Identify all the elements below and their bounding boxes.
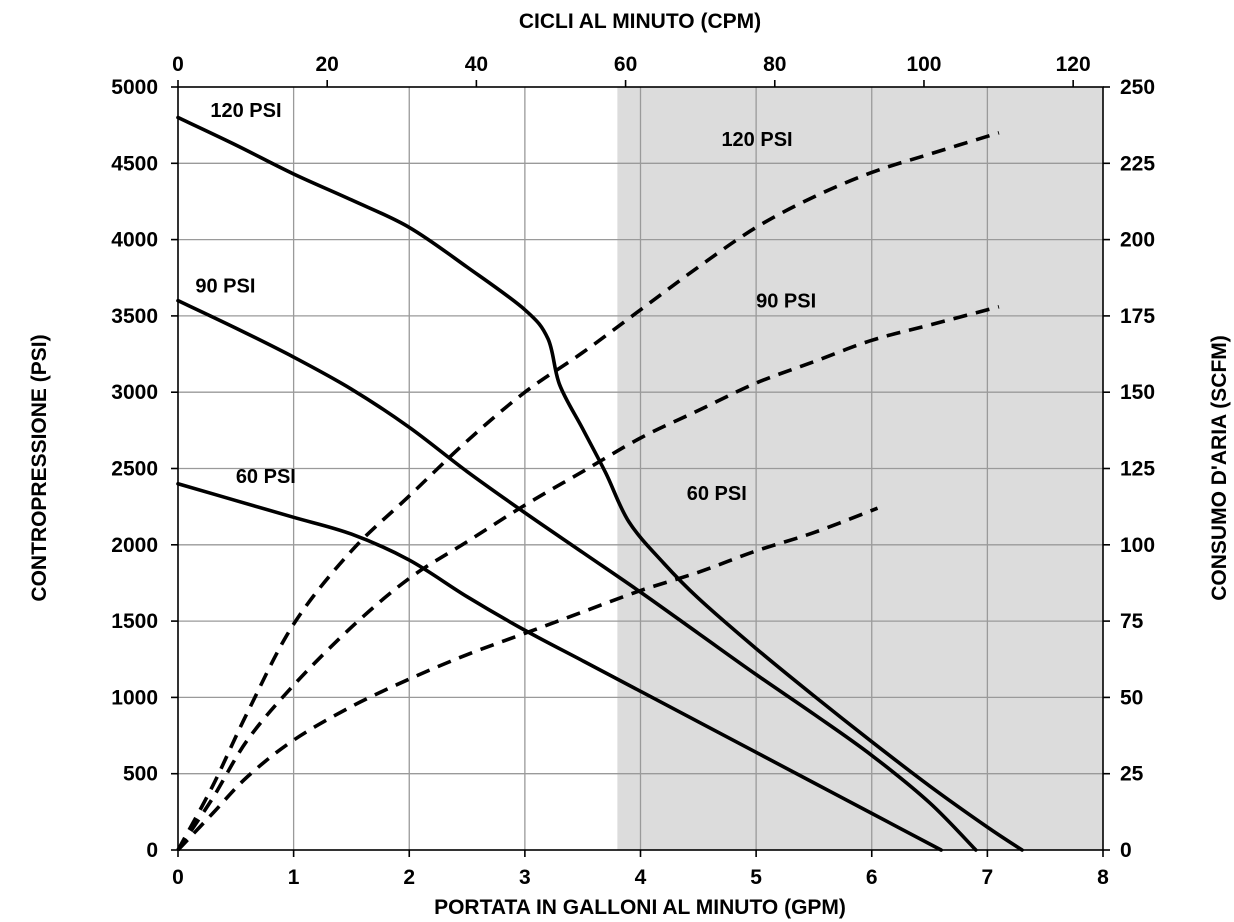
bottom-tick-label: 0 bbox=[172, 866, 184, 889]
pressure-curve-60-psi bbox=[176, 481, 943, 852]
bottom-tick-label: 4 bbox=[635, 866, 647, 889]
air-consumption-curve-60-psi bbox=[176, 506, 879, 852]
top-tick-label: 100 bbox=[906, 53, 941, 76]
right-tick-label: 175 bbox=[1120, 305, 1155, 328]
air-series-label-60-psi: 60 PSI bbox=[687, 483, 747, 505]
bottom-tick-label: 8 bbox=[1097, 866, 1109, 889]
pressure-series-label-120-psi: 120 PSI bbox=[210, 100, 281, 122]
air-series-label-90-psi: 90 PSI bbox=[756, 291, 816, 313]
right-tick-label: 200 bbox=[1120, 229, 1155, 252]
left-tick-label: 0 bbox=[146, 839, 158, 862]
right-tick-label: 75 bbox=[1120, 610, 1144, 633]
top-tick-label: 60 bbox=[614, 53, 637, 76]
pressure-curve-120-psi bbox=[176, 115, 1024, 852]
tick-marks bbox=[171, 80, 1110, 857]
right-tick-label: 0 bbox=[1120, 839, 1132, 862]
bottom-tick-label: 5 bbox=[750, 866, 762, 889]
top-tick-label: 40 bbox=[465, 53, 488, 76]
left-tick-label: 3000 bbox=[111, 381, 158, 404]
curves bbox=[176, 115, 1024, 852]
right-tick-label: 250 bbox=[1120, 76, 1155, 99]
left-axis-title: CONTROPRESSIONE (PSI) bbox=[28, 334, 51, 601]
top-axis-title: CICLI AL MINUTO (CPM) bbox=[519, 10, 761, 33]
right-tick-label: 150 bbox=[1120, 381, 1155, 404]
air-consumption-curve-90-psi bbox=[176, 304, 1000, 852]
left-tick-label: 1000 bbox=[111, 686, 158, 709]
right-tick-label: 125 bbox=[1120, 458, 1155, 481]
left-tick-label: 1500 bbox=[111, 610, 158, 633]
left-tick-label: 3500 bbox=[111, 305, 158, 328]
right-axis-title: CONSUMO D'ARIA (SCFM) bbox=[1208, 335, 1231, 601]
tick-labels: 0 1 2 3 4 5 6 7 80 20 40 60 80 100 1200500100015002000… bbox=[111, 53, 1155, 889]
top-tick-label: 0 bbox=[172, 53, 184, 76]
left-tick-label: 4000 bbox=[111, 229, 158, 252]
top-tick-label: 20 bbox=[316, 53, 339, 76]
right-tick-label: 100 bbox=[1120, 534, 1155, 557]
right-tick-label: 225 bbox=[1120, 152, 1155, 175]
bottom-tick-label: 6 bbox=[866, 866, 878, 889]
bottom-tick-label: 3 bbox=[519, 866, 531, 889]
left-tick-label: 2500 bbox=[111, 458, 158, 481]
bottom-tick-label: 2 bbox=[403, 866, 415, 889]
right-tick-label: 25 bbox=[1120, 763, 1144, 786]
right-tick-label: 50 bbox=[1120, 686, 1143, 709]
top-tick-label: 120 bbox=[1056, 53, 1091, 76]
left-tick-label: 4500 bbox=[111, 152, 158, 175]
air-series-label-120-psi: 120 PSI bbox=[721, 129, 792, 151]
air-consumption-curve-120-psi bbox=[176, 131, 1000, 851]
left-tick-label: 500 bbox=[123, 763, 158, 786]
bottom-tick-label: 1 bbox=[288, 866, 300, 889]
bottom-axis-title: PORTATA IN GALLONI AL MINUTO (GPM) bbox=[434, 896, 846, 919]
pressure-curve-90-psi bbox=[176, 298, 978, 852]
pressure-series-label-60-psi: 60 PSI bbox=[236, 466, 296, 488]
pressure-series-label-90-psi: 90 PSI bbox=[195, 275, 255, 297]
series-labels: 120 PSI 90 PSI 60 PSI 120 PSI 90 PSI 60 PSI bbox=[195, 100, 816, 505]
left-tick-label: 2000 bbox=[111, 534, 158, 557]
grid bbox=[178, 87, 1103, 850]
top-tick-label: 80 bbox=[763, 53, 786, 76]
bottom-tick-label: 7 bbox=[982, 866, 994, 889]
left-tick-label: 5000 bbox=[111, 76, 158, 99]
